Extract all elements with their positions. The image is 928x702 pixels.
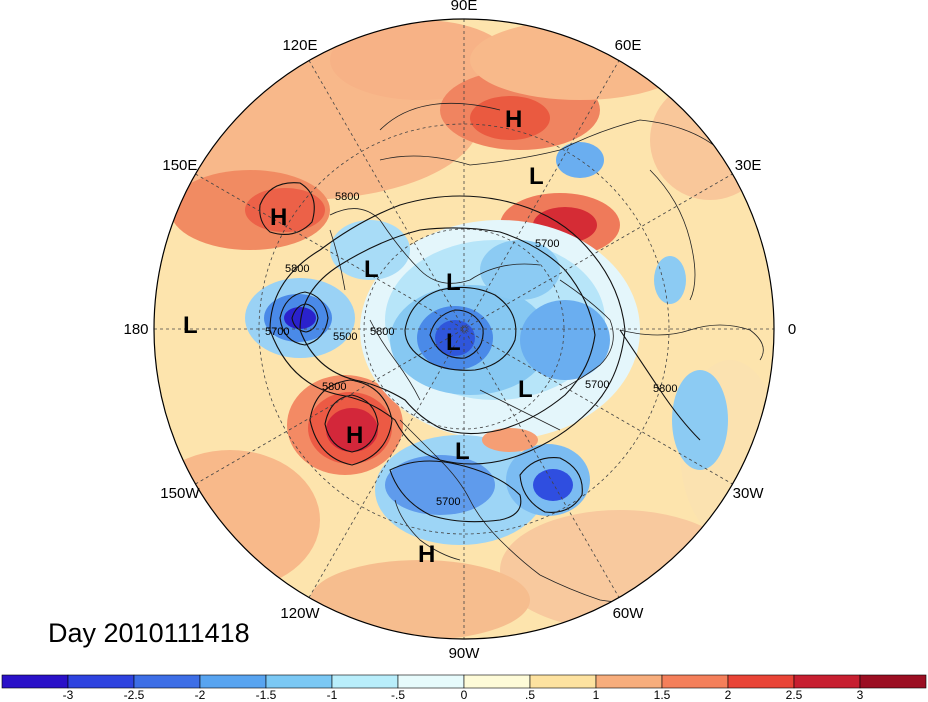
pressure-center-label: L [446,329,461,356]
coastlines [329,102,764,603]
longitude-label: 120W [280,605,320,622]
longitude-label: 120E [282,37,317,54]
longitude-label: 0 [788,321,796,338]
pressure-center-label: L [364,256,379,283]
pressure-center-label: L [529,163,544,190]
pressure-center-label: L [183,312,198,339]
colorbar-label: -3 [63,688,74,702]
longitude-label: 150W [160,485,200,502]
graticule [154,19,774,639]
longitude-label: 90E [451,0,478,14]
map-title: Day 2010111418 [48,618,250,648]
contour-label: 5800 [322,381,346,393]
colorbar-swatch [67,674,135,689]
pressure-center-label: H [505,106,522,133]
longitude-labels: 90E 60E 30E 0 30W 60W 90W 120W 150W 180 150E 120E [123,0,796,662]
longitude-label: 60W [613,605,645,622]
colorbar-label: 3 [857,688,864,702]
colorbar-swatch [727,674,795,689]
colorbar-swatch [199,674,267,689]
contour-label: 5800 [653,383,677,395]
colorbar-label: 0 [461,688,468,702]
contour-label: 5700 [585,379,609,391]
pressure-center-label: L [518,376,533,403]
colorbar-swatch [595,674,663,689]
pressure-centers: H L H L L L L L H L H [183,106,544,568]
colorbar-swatch [859,674,927,689]
colorbar-label: 1 [593,688,600,702]
colorbar-swatch [331,674,399,689]
colorbar-label: .5 [525,688,535,702]
colorbar-label: 2.5 [786,688,803,702]
colorbar-swatch [397,674,465,689]
colorbar-label: -1.5 [256,688,277,702]
colorbar-swatch [1,674,69,689]
colorbar-label: -2.5 [124,688,145,702]
colorbar-swatch [793,674,861,689]
longitude-label: 150E [162,157,197,174]
colorbar-swatch [463,674,531,689]
pressure-center-label: L [455,438,470,465]
colorbar: -3 -2.5 -2 -1.5 -1 -.5 0 .5 1 1.5 2 2.5 3 [1,674,927,702]
longitude-label: 30W [733,485,765,502]
height-contours [259,182,701,523]
colorbar-swatch [133,674,201,689]
colorbar-label: -.5 [391,688,405,702]
longitude-label: 30E [735,157,762,174]
colorbar-swatch [265,674,333,689]
colorbar-label: 1.5 [654,688,671,702]
contour-label: 5800 [285,263,309,275]
pressure-center-label: H [418,541,435,568]
longitude-label: 90W [449,645,481,662]
longitude-label: 180 [123,321,148,338]
contour-label: 5700 [436,496,460,508]
contour-label: 5800 [335,191,359,203]
pressure-center-label: L [446,269,461,296]
contour-label: 5800 [370,326,394,338]
colorbar-swatch [661,674,729,689]
colorbar-label: -1 [327,688,338,702]
contour-labels: 5800 5700 5800 5500 5800 5800 5700 5800 … [265,191,677,508]
contour-label: 5500 [333,331,357,343]
longitude-label: 60E [615,37,642,54]
map-boundary [153,18,775,640]
colorbar-swatch [529,674,597,689]
contour-label: 5700 [265,326,289,338]
colorbar-label: -2 [195,688,206,702]
pressure-center-label: H [346,422,363,449]
colorbar-label: 2 [725,688,732,702]
contour-label: 5700 [535,238,559,250]
pressure-center-label: H [270,204,287,231]
